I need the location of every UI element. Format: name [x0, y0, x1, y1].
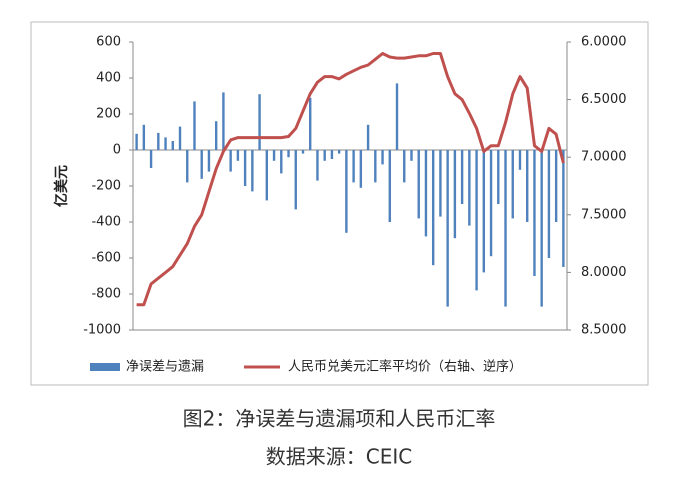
bar [149, 150, 153, 168]
bar [446, 150, 449, 307]
bar [323, 150, 326, 161]
bar [518, 150, 522, 170]
bar [504, 150, 507, 307]
y-tick-label: -800 [91, 287, 121, 302]
bar [410, 150, 413, 161]
line [136, 52, 565, 307]
bar [186, 150, 189, 183]
legend-label: 人民币兑美元汇率平均价（右轴、逆序） [288, 359, 522, 375]
bar [200, 150, 203, 179]
bar [482, 150, 486, 273]
bar [381, 150, 384, 165]
bar [547, 150, 551, 258]
bar [207, 150, 211, 172]
bar [214, 121, 218, 150]
y-axis-label: 亿美元 [53, 165, 70, 207]
y-tick-label: -1000 [83, 323, 121, 338]
bar [135, 133, 138, 150]
y-tick-label: 600 [96, 35, 121, 50]
bar [562, 150, 565, 267]
bar [258, 94, 261, 150]
bar [236, 150, 240, 161]
bar [374, 150, 377, 183]
y-tick-label: -200 [91, 179, 121, 194]
bar [193, 101, 196, 150]
y2-tick-label: 7.5000 [581, 207, 627, 222]
bar [164, 137, 167, 150]
bar [157, 132, 160, 150]
bar [352, 150, 355, 183]
bar [178, 126, 182, 150]
legend-swatch [90, 363, 120, 371]
bar [229, 150, 232, 172]
y2-tick-label: 6.0000 [581, 35, 627, 50]
bar [497, 150, 500, 204]
y-tick-label: 0 [113, 143, 121, 158]
y2-tick-label: 7.0000 [581, 150, 627, 165]
bar [301, 150, 305, 154]
chart-frame [30, 21, 649, 386]
bar [359, 150, 363, 188]
bar [345, 150, 348, 233]
source: 数据来源：CEIC [266, 445, 412, 469]
bar [431, 150, 435, 266]
bar [243, 150, 247, 186]
bar [554, 150, 558, 222]
bar [403, 150, 406, 183]
bar [395, 83, 399, 150]
bar [453, 150, 457, 239]
y-tick-label: 400 [96, 71, 121, 86]
y2-tick-label: 8.0000 [581, 265, 627, 280]
bar [388, 150, 391, 222]
bar [337, 150, 341, 154]
bar [330, 150, 334, 159]
bar [489, 150, 493, 257]
bar [460, 150, 464, 204]
bar [287, 150, 290, 158]
bar [540, 150, 543, 307]
bar [468, 150, 471, 226]
bar [251, 150, 254, 192]
bar [142, 124, 146, 150]
bar [417, 150, 420, 219]
bar [424, 150, 428, 237]
y-tick-label: -600 [91, 251, 121, 266]
bar [171, 141, 174, 150]
bar [475, 150, 478, 291]
bar [280, 150, 283, 174]
bar [222, 92, 225, 150]
bar [526, 150, 529, 222]
bar [294, 150, 297, 210]
bar [439, 150, 442, 217]
bar [533, 150, 536, 276]
bar [366, 124, 370, 150]
legend-label: 净误差与遗漏 [126, 359, 204, 375]
y2-tick-label: 8.5000 [581, 323, 627, 338]
bar [511, 150, 514, 219]
y2-tick-label: 6.5000 [581, 92, 627, 107]
y-tick-label: 200 [96, 107, 121, 122]
bar [309, 97, 312, 150]
bar [272, 150, 276, 161]
caption: 图2：净误差与遗漏项和人民币汇率 [183, 407, 496, 431]
y-tick-label: -400 [91, 215, 121, 230]
bar [265, 150, 269, 201]
bar [316, 150, 319, 181]
